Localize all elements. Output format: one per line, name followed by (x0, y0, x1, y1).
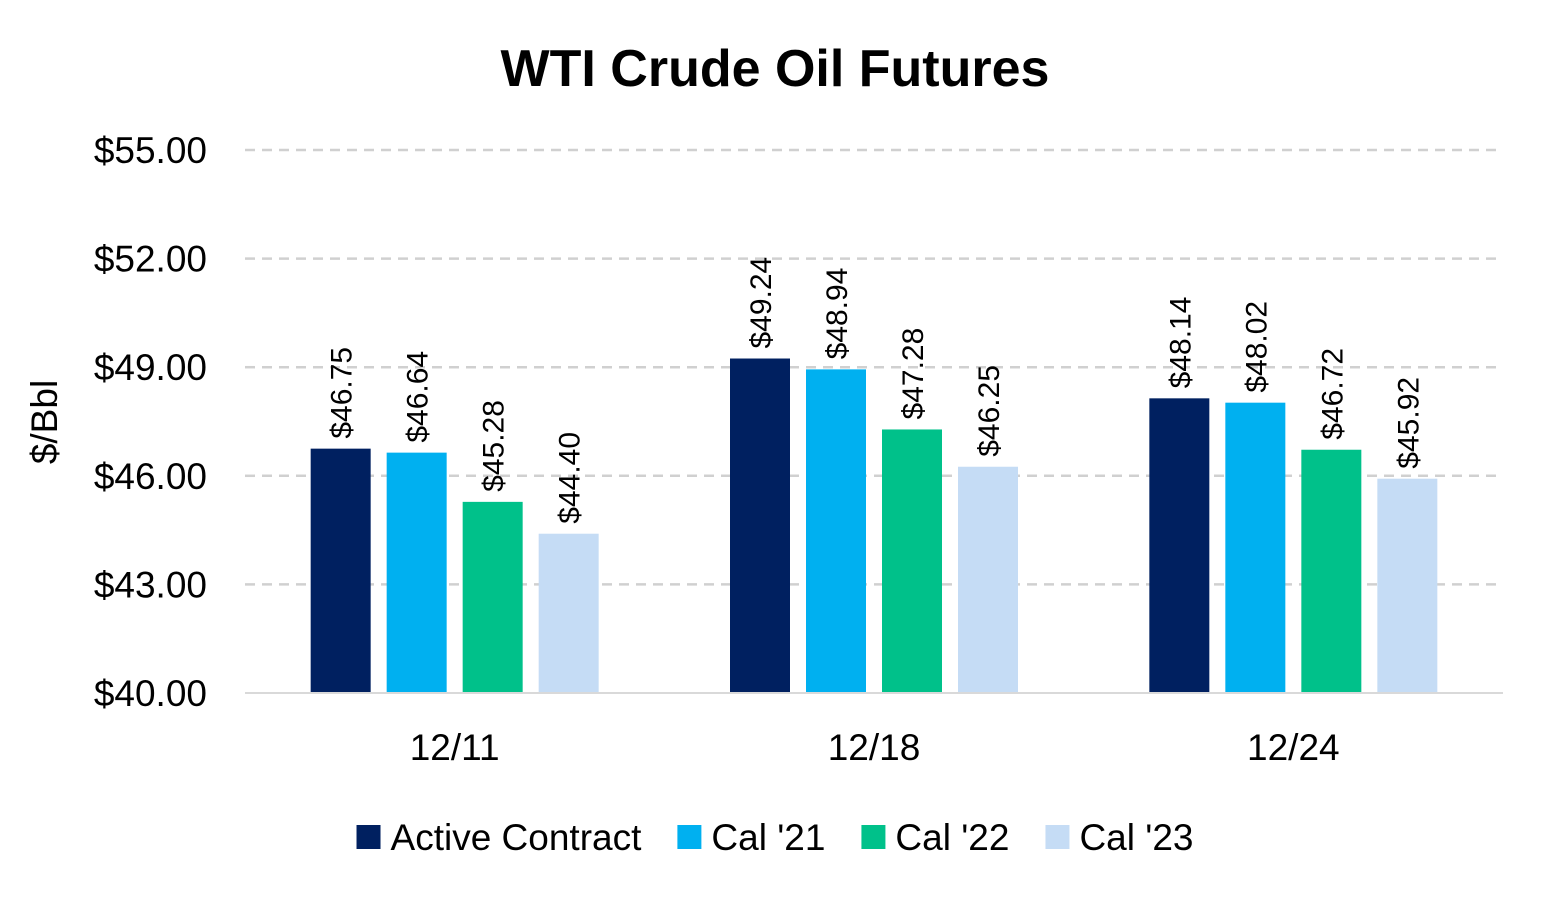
x-tick-label: 12/18 (828, 727, 921, 768)
bar (1225, 402, 1286, 693)
x-tick-label: 12/24 (1247, 727, 1340, 768)
y-tick-label: $46.00 (94, 456, 207, 497)
data-label: $48.14 (1164, 297, 1197, 389)
y-tick-label: $40.00 (94, 673, 207, 714)
data-label: $45.92 (1392, 377, 1425, 469)
x-axis-ticks: 12/11 12/18 12/24 (410, 727, 1340, 768)
legend-swatch (861, 825, 886, 849)
data-label: $46.64 (402, 351, 435, 443)
legend-item: Cal '23 (1045, 817, 1193, 858)
data-label: $46.75 (326, 347, 359, 439)
bar (730, 358, 790, 693)
data-label: $48.94 (821, 268, 854, 360)
legend-label: Active Contract (391, 817, 643, 858)
bar (1377, 478, 1438, 693)
bar (958, 466, 1018, 693)
gridlines (245, 148, 1503, 586)
bar (882, 429, 942, 693)
legend-item: Cal '22 (861, 817, 1009, 858)
legend-swatch (1045, 825, 1070, 849)
legend-swatch (356, 825, 381, 849)
data-label: $49.24 (745, 257, 778, 349)
legend: Active Contract Cal '21 Cal '22 Cal '23 (356, 817, 1193, 858)
chart-title: WTI Crude Oil Futures (501, 40, 1050, 98)
y-tick-label: $55.00 (94, 130, 207, 171)
bar (1301, 449, 1362, 693)
bar (1149, 398, 1210, 693)
data-label: $44.40 (554, 432, 587, 524)
bar (538, 533, 599, 693)
y-axis-ticks: $40.00 $43.00 $46.00 $49.00 $52.00 $55.00 (94, 130, 207, 714)
legend-swatch (677, 825, 702, 849)
bar (310, 448, 371, 693)
y-tick-label: $52.00 (94, 239, 207, 280)
bars (310, 358, 1438, 693)
y-tick-label: $43.00 (94, 564, 207, 605)
legend-label: Cal '22 (895, 817, 1009, 858)
data-label: $46.72 (1316, 348, 1349, 440)
data-label: $45.28 (478, 400, 511, 492)
y-axis-title: $/Bbl (24, 380, 65, 464)
data-labels: $46.75 $46.64 $45.28 $44.40 $49.24 $48.94 $47.… (326, 257, 1426, 524)
bar (386, 452, 447, 693)
data-label: $46.25 (973, 365, 1006, 457)
y-tick-label: $49.00 (94, 347, 207, 388)
x-tick-label: 12/11 (410, 727, 500, 768)
legend-item: Cal '21 (677, 817, 825, 858)
bar (806, 369, 866, 693)
legend-label: Cal '21 (711, 817, 825, 858)
bar (462, 501, 523, 693)
legend-label: Cal '23 (1079, 817, 1193, 858)
legend-item: Active Contract (356, 817, 643, 858)
data-label: $48.02 (1240, 301, 1273, 393)
data-label: $47.28 (897, 328, 930, 420)
